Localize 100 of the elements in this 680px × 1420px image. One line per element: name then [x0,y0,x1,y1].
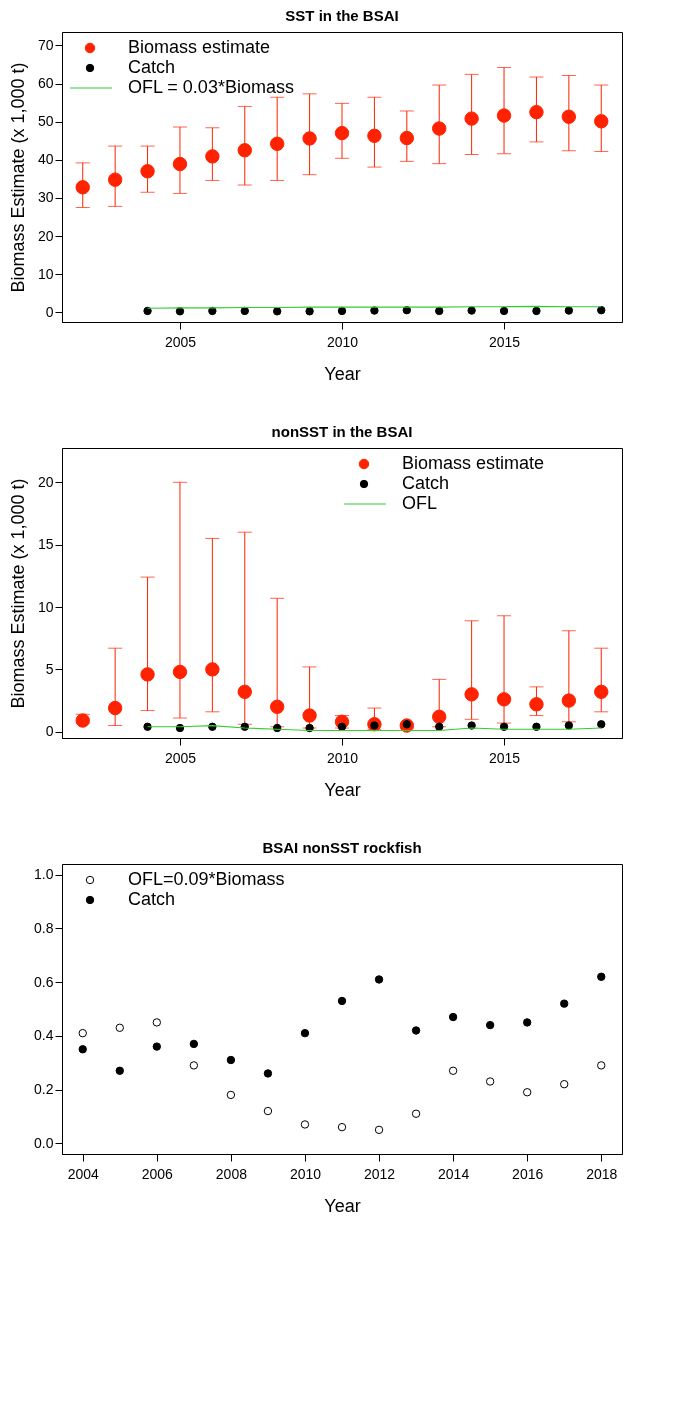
legend-label: Biomass estimate [128,37,271,57]
x-axis-title: Year [324,363,361,384]
y-tick-label: 50 [37,113,54,130]
point [189,1039,199,1049]
point [522,1018,532,1027]
y-tick-label: 30 [37,189,54,206]
legend-label: OFL=0.09*Biomass [128,869,285,889]
point [107,172,123,187]
point [564,721,574,730]
point [529,104,544,120]
point [448,1012,458,1022]
x-tick-label: 2008 [215,1165,248,1182]
x-tick-label: 2010 [289,1165,322,1182]
x-tick-label: 2004 [67,1165,100,1182]
point [205,149,220,164]
point [269,136,285,151]
point [561,109,577,124]
x-tick-label: 2005 [164,749,197,766]
point [467,306,476,315]
point [302,131,317,146]
x-tick-label: 2010 [326,333,359,350]
point [140,667,155,682]
point [432,121,447,136]
point [522,1088,532,1097]
legend-label: Catch [128,57,176,77]
point [532,306,541,316]
y-tick-label: 0.4 [34,1027,54,1044]
point [464,687,479,702]
x-tick-label: 2018 [586,1165,618,1182]
point [560,999,569,1008]
legend-label: OFL [402,493,438,513]
x-tick-label: 2012 [363,1165,396,1182]
y-axis-title: Biomass Estimate (x 1,000 t) [7,62,28,293]
point [499,306,509,316]
point [597,305,606,315]
y-tick-label: 40 [37,151,54,168]
y-tick-label: 0.6 [34,973,54,990]
point [143,722,152,731]
x-tick-label: 2006 [141,1165,174,1182]
point [594,114,609,129]
y-tick-label: 10 [37,265,54,282]
y-tick-label: 15 [37,536,54,553]
point [172,156,188,172]
point [226,1055,236,1065]
point [78,1028,87,1038]
x-tick-label: 2005 [164,333,197,350]
legend-label: Biomass estimate [402,453,545,473]
x-tick-label: 2014 [438,1165,470,1182]
y-tick-label: 0 [45,723,54,740]
point [594,684,609,700]
y-tick-label: 0 [45,303,54,320]
point [337,306,347,316]
legend-label: OFL = 0.03*Biomass [128,77,294,97]
point [152,1018,162,1027]
point [115,1066,124,1075]
point [263,1106,273,1116]
point [75,180,90,195]
point [226,1090,236,1100]
point [399,130,415,146]
point [237,143,252,158]
point [597,1061,606,1070]
x-tick-label: 2010 [326,749,359,766]
point [597,720,606,729]
point [370,306,379,315]
point [374,1125,384,1135]
point [337,996,347,1006]
point [411,1026,421,1035]
point [205,662,220,677]
point [561,693,577,708]
point [107,700,123,716]
point [411,1109,421,1118]
point [334,125,350,141]
point [115,1023,124,1032]
point [496,692,512,707]
y-tick-label: 20 [37,473,54,490]
point [189,1061,199,1070]
point [464,111,479,126]
point [172,664,188,680]
point [272,307,282,316]
y-tick-label: 60 [37,75,54,92]
point [300,1120,310,1129]
point [78,1045,87,1054]
y-tick-label: 5 [45,660,54,677]
point [140,164,155,179]
point [496,108,512,123]
point [432,709,447,724]
point [597,972,606,981]
point [485,1077,495,1086]
y-tick-label: 0.2 [34,1081,54,1098]
x-tick-label: 2015 [488,749,521,766]
x-axis-title: Year [324,1195,361,1216]
point [305,307,314,316]
y-tick-label: 0.8 [34,919,54,936]
point [435,306,444,316]
point [367,128,382,143]
point [564,306,574,315]
point [337,1122,347,1132]
x-axis-title: Year [324,779,361,800]
y-tick-label: 10 [37,598,54,615]
point [75,713,90,728]
